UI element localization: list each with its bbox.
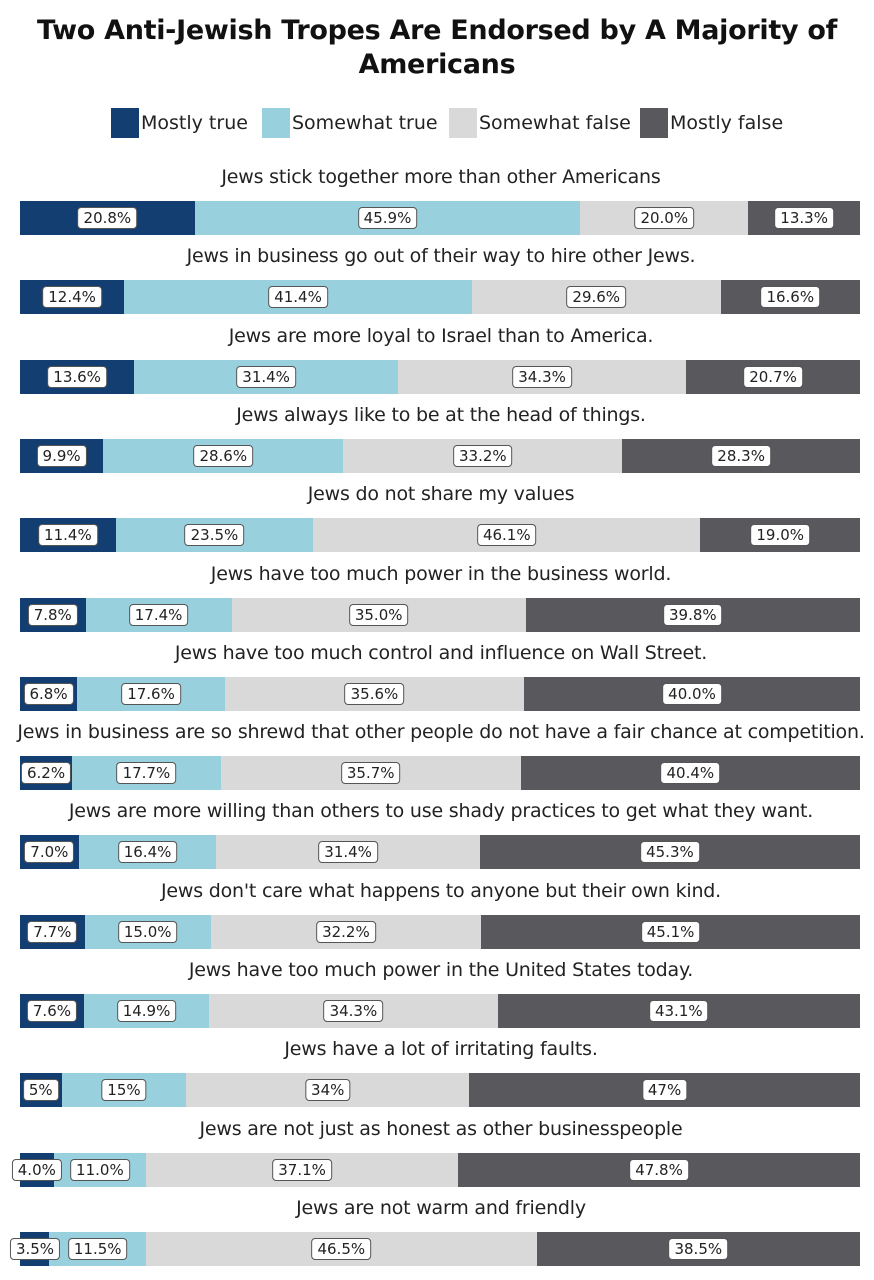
value-label: 7.0% bbox=[24, 841, 75, 863]
value-label: 31.4% bbox=[236, 366, 296, 388]
value-label: 7.6% bbox=[26, 1000, 77, 1022]
question-label: Jews in business go out of their way to … bbox=[186, 245, 696, 267]
value-label: 29.6% bbox=[566, 286, 627, 308]
value-label: 45.1% bbox=[640, 921, 701, 943]
value-label: 46.1% bbox=[476, 524, 537, 546]
value-label: 46.5% bbox=[311, 1238, 372, 1260]
bar-row: 12.4% 41.4% 29.6% 16.6% bbox=[20, 280, 860, 314]
question-label: Jews don't care what happens to anyone b… bbox=[160, 880, 722, 902]
value-label: 32.2% bbox=[316, 921, 376, 943]
legend-item-mostly-true: Mostly true bbox=[111, 108, 248, 138]
bar-row: 7.0% 16.4% 31.4% 45.3% bbox=[20, 835, 860, 869]
question-label: Jews are more willing than others to use… bbox=[68, 800, 814, 822]
value-label: 15% bbox=[101, 1079, 147, 1101]
value-label: 13.3% bbox=[774, 207, 834, 229]
legend-label-somewhat-false: Somewhat false bbox=[479, 112, 631, 134]
legend-item-mostly-false: Mostly false bbox=[640, 108, 783, 138]
legend-swatch-somewhat-true bbox=[262, 108, 290, 138]
value-label: 37.1% bbox=[272, 1159, 332, 1181]
value-label: 3.5% bbox=[9, 1238, 61, 1260]
value-label: 40.0% bbox=[662, 683, 722, 705]
value-label: 33.2% bbox=[453, 445, 513, 467]
bar-row: 7.6% 14.9% 34.3% 43.1% bbox=[20, 994, 860, 1028]
legend-label-mostly-true: Mostly true bbox=[141, 112, 248, 134]
value-label: 15.0% bbox=[117, 921, 178, 943]
value-label: 11.5% bbox=[67, 1238, 128, 1260]
bar-row: 11.4% 23.5% 46.1% 19.0% bbox=[20, 518, 860, 552]
value-label: 23.5% bbox=[184, 524, 245, 546]
value-label: 20.0% bbox=[634, 207, 695, 229]
legend: Mostly true Somewhat true Somewhat false… bbox=[0, 108, 874, 138]
value-label: 20.8% bbox=[77, 207, 138, 229]
question-label: Jews in business are so shrewd that othe… bbox=[17, 721, 865, 743]
legend-swatch-somewhat-false bbox=[449, 108, 477, 138]
value-label: 47.8% bbox=[629, 1159, 689, 1181]
value-label: 40.4% bbox=[660, 762, 721, 784]
value-label: 6.2% bbox=[20, 762, 72, 784]
value-label: 45.9% bbox=[357, 207, 418, 229]
question-label: Jews have a lot of irritating faults. bbox=[284, 1038, 598, 1060]
value-label: 43.1% bbox=[648, 1000, 709, 1022]
value-label: 16.4% bbox=[117, 841, 178, 863]
value-label: 41.4% bbox=[268, 286, 328, 308]
value-label: 7.7% bbox=[27, 921, 78, 943]
bar-row: 20.8% 45.9% 20.0% 13.3% bbox=[20, 201, 860, 235]
question-label: Jews stick together more than other Amer… bbox=[221, 166, 661, 188]
value-label: 35.7% bbox=[340, 762, 401, 784]
bar-row: 5% 15% 34% 47% bbox=[20, 1073, 860, 1107]
question-label: Jews have too much power in the United S… bbox=[188, 959, 694, 981]
legend-label-somewhat-true: Somewhat true bbox=[292, 112, 438, 134]
value-label: 9.9% bbox=[36, 445, 87, 467]
value-label: 6.8% bbox=[23, 683, 74, 705]
value-label: 11.4% bbox=[38, 524, 98, 546]
value-label: 39.8% bbox=[663, 604, 723, 626]
value-label: 28.3% bbox=[711, 445, 771, 467]
bar-row: 4.0% 11.0% 37.1% 47.8% bbox=[11, 1153, 860, 1187]
legend-item-somewhat-true: Somewhat true bbox=[262, 108, 438, 138]
bar-row: 13.6% 31.4% 34.3% 20.7% bbox=[20, 360, 860, 394]
value-label: 12.4% bbox=[42, 286, 102, 308]
value-label: 11.0% bbox=[70, 1159, 130, 1181]
value-label: 7.8% bbox=[27, 604, 78, 626]
value-label: 38.5% bbox=[668, 1238, 729, 1260]
value-label: 47% bbox=[641, 1079, 688, 1101]
question-label: Jews are not warm and friendly bbox=[296, 1197, 586, 1219]
value-label: 14.9% bbox=[116, 1000, 177, 1022]
legend-item-somewhat-false: Somewhat false bbox=[449, 108, 631, 138]
legend-label-mostly-false: Mostly false bbox=[670, 112, 784, 134]
value-label: 20.7% bbox=[743, 366, 803, 388]
value-label: 17.4% bbox=[128, 604, 189, 626]
legend-swatch-mostly-false bbox=[640, 108, 668, 138]
value-label: 31.4% bbox=[318, 841, 378, 863]
bar-row: 3.5% 11.5% 46.5% 38.5% bbox=[9, 1232, 860, 1266]
bar-row: 7.8% 17.4% 35.0% 39.8% bbox=[20, 598, 860, 632]
bar-row: 7.7% 15.0% 32.2% 45.1% bbox=[20, 915, 860, 949]
value-label: 17.7% bbox=[116, 762, 177, 784]
bar-row: 6.2% 17.7% 35.7% 40.4% bbox=[20, 756, 860, 790]
legend-swatch-mostly-true bbox=[111, 108, 139, 138]
value-label: 4.0% bbox=[11, 1159, 62, 1181]
question-label: Jews are more loyal to Israel than to Am… bbox=[228, 325, 654, 347]
chart-title: Two Anti-Jewish Tropes Are Endorsed by A… bbox=[36, 15, 838, 80]
value-label: 28.6% bbox=[193, 445, 254, 467]
question-label: Jews have too much control and influence… bbox=[174, 642, 708, 664]
value-label: 34% bbox=[305, 1079, 351, 1101]
value-label: 13.6% bbox=[47, 366, 107, 388]
bar-row: 9.9% 28.6% 33.2% 28.3% bbox=[20, 439, 860, 473]
question-label: Jews do not share my values bbox=[307, 483, 575, 505]
value-label: 35.6% bbox=[344, 683, 405, 705]
value-label: 19.0% bbox=[750, 524, 811, 546]
value-label: 16.6% bbox=[760, 286, 821, 308]
value-label: 35.0% bbox=[348, 604, 409, 626]
value-label: 34.3% bbox=[323, 1000, 384, 1022]
value-label: 34.3% bbox=[512, 366, 572, 388]
value-label: 17.6% bbox=[121, 683, 181, 705]
bar-row: 6.8% 17.6% 35.6% 40.0% bbox=[20, 677, 860, 711]
value-label: 5% bbox=[22, 1079, 59, 1101]
question-label: Jews are not just as honest as other bus… bbox=[199, 1118, 683, 1140]
value-label: 45.3% bbox=[640, 841, 700, 863]
question-label: Jews have too much power in the business… bbox=[210, 563, 672, 585]
question-label: Jews always like to be at the head of th… bbox=[236, 404, 646, 426]
